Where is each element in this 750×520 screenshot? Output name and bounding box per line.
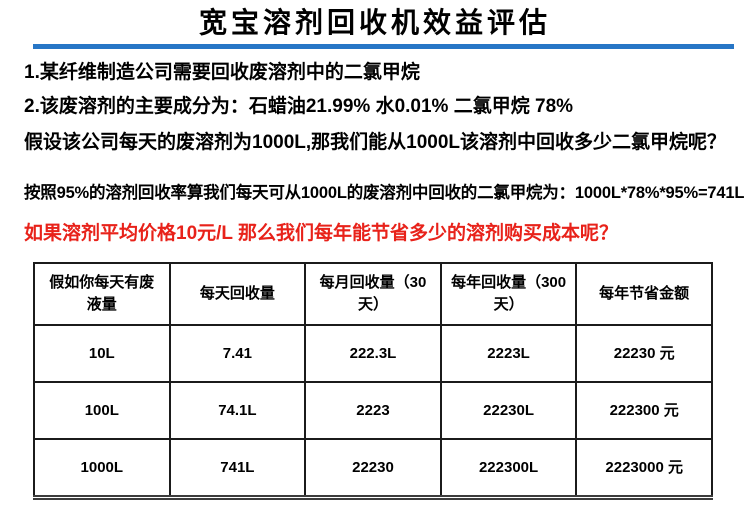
table-cell: 22230L bbox=[439, 381, 578, 440]
table-row-1000l: 1000L 741L 22230 222300L 2223000 元 bbox=[33, 438, 713, 500]
table-cell: 2223 bbox=[304, 381, 442, 440]
page-title: 宽宝溶剂回收机效益评估 bbox=[198, 7, 551, 38]
body-line-2: 2.该废溶剂的主要成分为：石蜡油21.99% 水0.01% 二氯甲烷 78% bbox=[24, 96, 574, 117]
col-header-monthly-recovery: 每月回收量（30 天） bbox=[304, 262, 442, 326]
table-cell: 22230 元 bbox=[575, 324, 713, 383]
table-cell: 100L bbox=[33, 381, 171, 440]
col-header-daily-waste-volume: 假如你每天有废 液量 bbox=[33, 262, 171, 326]
table-cell: 222.3L bbox=[304, 324, 442, 383]
table-cell: 7.41 bbox=[168, 324, 307, 383]
table-cell: 2223L bbox=[439, 324, 578, 383]
table-cell: 222300 元 bbox=[575, 381, 713, 440]
col-header-daily-recovery: 每天回收量 bbox=[168, 262, 307, 326]
table-row-100l: 100L 74.1L 2223 22230L 222300 元 bbox=[33, 381, 713, 440]
table-header-row: 假如你每天有废 液量 每天回收量 每月回收量（30 天） 每年回收量（300 天… bbox=[33, 262, 713, 326]
col-header-yearly-recovery: 每年回收量（300 天） bbox=[439, 262, 578, 326]
benefit-table: 假如你每天有废 液量 每天回收量 每月回收量（30 天） 每年回收量（300 天… bbox=[33, 262, 713, 500]
table-cell: 1000L bbox=[33, 438, 171, 500]
col-header-yearly-savings: 每年节省金额 bbox=[575, 262, 713, 326]
body-line-5-red-question: 如果溶剂平均价格10元/L 那么我们每年能节省多少的溶剂购买成本呢？ bbox=[24, 223, 618, 244]
table-cell: 22230 bbox=[304, 438, 442, 500]
body-line-4: 按照95%的溶剂回收率算我们每天可从1000L的废溶剂中回收的二氯甲烷为：100… bbox=[24, 184, 745, 202]
body-line-1: 1.某纤维制造公司需要回收废溶剂中的二氯甲烷 bbox=[24, 62, 420, 83]
table-row-10l: 10L 7.41 222.3L 2223L 22230 元 bbox=[33, 324, 713, 383]
table-cell: 2223000 元 bbox=[575, 438, 713, 500]
table-cell: 222300L bbox=[439, 438, 578, 500]
table-cell: 741L bbox=[168, 438, 307, 500]
table-cell: 10L bbox=[33, 324, 171, 383]
title-underline-rule bbox=[33, 44, 734, 49]
table-cell: 74.1L bbox=[168, 381, 307, 440]
body-line-3: 假设该公司每天的废溶剂为1000L,那我们能从1000L该溶剂中回收多少二氯甲烷… bbox=[24, 132, 727, 153]
